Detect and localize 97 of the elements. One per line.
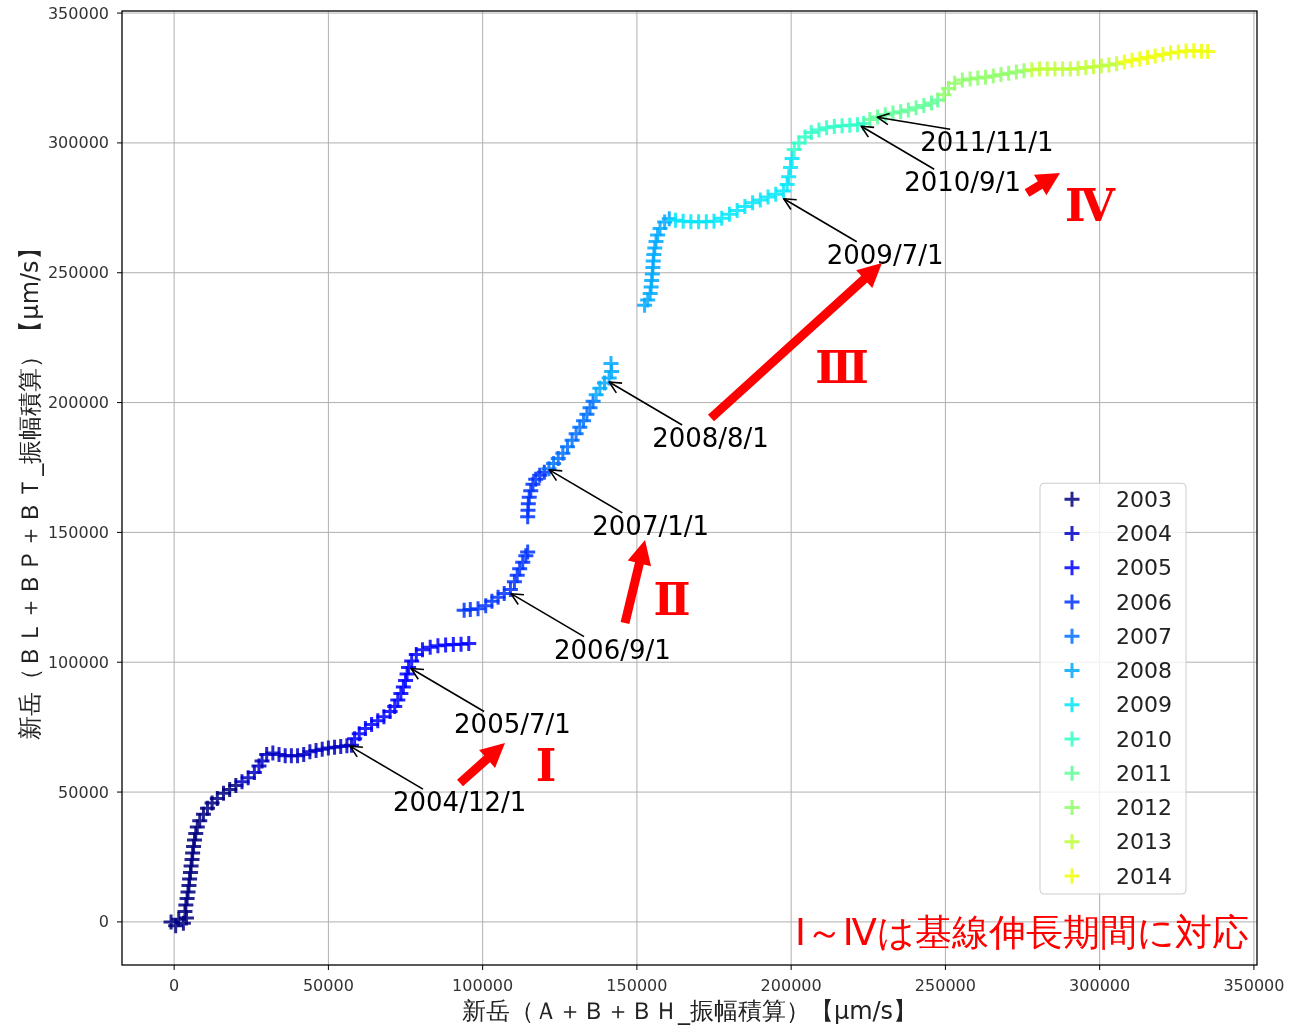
- annotation: 2009/7/1: [826, 239, 944, 270]
- point: [459, 634, 478, 653]
- point: [1115, 52, 1134, 71]
- point: [601, 354, 620, 373]
- point: [809, 120, 828, 139]
- y-tick-label: 200000: [47, 393, 109, 413]
- y-tick-label: 350000: [47, 3, 109, 23]
- point: [413, 640, 432, 659]
- x-tick-label: 100000: [452, 975, 514, 995]
- annotation: 2005/7/1: [454, 709, 571, 740]
- point: [751, 191, 770, 210]
- x-tick-label: 250000: [914, 975, 976, 995]
- y-tick-label: 0: [98, 912, 109, 932]
- point: [1161, 44, 1180, 63]
- point: [436, 636, 455, 655]
- legend-label: 2009: [1116, 692, 1172, 718]
- point: [712, 209, 731, 228]
- point: [530, 466, 549, 485]
- point: [381, 702, 400, 721]
- legend-label: 2010: [1116, 726, 1172, 752]
- point: [914, 96, 933, 115]
- point: [899, 100, 918, 119]
- point: [526, 470, 545, 489]
- point: [549, 449, 568, 468]
- point: [1138, 48, 1157, 67]
- point: [891, 102, 910, 121]
- point: [817, 118, 836, 137]
- legend-label: 2014: [1116, 863, 1172, 889]
- annotation: 2007/1/1: [592, 510, 710, 541]
- annotation: Ⅰ: [535, 739, 557, 791]
- point: [825, 117, 844, 136]
- legend-label: 2008: [1116, 658, 1172, 683]
- point: [666, 211, 685, 230]
- point: [991, 65, 1010, 84]
- point: [1099, 56, 1118, 75]
- legend-label: 2007: [1116, 623, 1172, 649]
- x-tick-label: 350000: [1223, 975, 1285, 995]
- point: [743, 193, 762, 212]
- x-tick-label: 50000: [302, 975, 354, 995]
- annotation: Ⅳ: [1065, 179, 1117, 231]
- point: [516, 546, 535, 565]
- y-tick-label: 300000: [47, 133, 109, 153]
- y-tick-label: 100000: [47, 652, 109, 672]
- point: [590, 379, 609, 398]
- point: [766, 185, 785, 204]
- x-tick-label: 300000: [1069, 975, 1131, 995]
- annotation: 2004/12/1: [392, 787, 527, 818]
- point: [1153, 45, 1172, 64]
- point: [1076, 58, 1095, 77]
- legend-label: 2004: [1116, 521, 1172, 546]
- point: [602, 362, 621, 381]
- point: [518, 542, 537, 561]
- legend-label: 2006: [1116, 589, 1172, 615]
- point: [778, 175, 797, 194]
- point: [461, 600, 480, 619]
- point: [523, 475, 542, 494]
- y-tick-label: 250000: [47, 263, 109, 283]
- x-tick-label: 150000: [606, 975, 668, 995]
- legend-label: 2013: [1116, 829, 1172, 855]
- point: [635, 296, 654, 315]
- point: [345, 729, 364, 748]
- legend-label: 2011: [1116, 760, 1172, 786]
- point: [779, 167, 798, 186]
- point: [999, 64, 1018, 83]
- point: [539, 459, 558, 478]
- annotation: 2011/11/1: [920, 127, 1054, 158]
- annotation: 2008/8/1: [652, 423, 769, 454]
- point: [1198, 42, 1217, 61]
- legend-label: 2005: [1116, 555, 1172, 581]
- x-tick-label: 200000: [760, 975, 822, 995]
- annotation: Ⅲ: [815, 341, 869, 393]
- point: [1169, 43, 1188, 62]
- point: [781, 158, 800, 177]
- point: [720, 205, 739, 224]
- y-tick-label: 50000: [58, 782, 109, 802]
- y-axis-title: 新岳（ＢＬ＋ＢＰ＋ＢＴ_振幅積算）【μm/s】: [16, 236, 44, 740]
- legend-label: 2003: [1116, 486, 1172, 512]
- point: [945, 74, 964, 93]
- point: [1130, 50, 1149, 69]
- point: [1184, 41, 1203, 60]
- annotation: Ⅱ: [653, 573, 691, 625]
- annotation: 2006/9/1: [554, 634, 671, 665]
- annotation: 2010/9/1: [904, 167, 1021, 198]
- point: [1007, 63, 1026, 82]
- point: [860, 110, 879, 129]
- point: [1022, 60, 1041, 79]
- x-tick-label: 0: [169, 975, 180, 995]
- point: [735, 197, 754, 216]
- point: [840, 116, 859, 135]
- point: [953, 71, 972, 90]
- y-tick-label: 150000: [47, 522, 109, 542]
- annotation: Ⅰ～Ⅳは基線伸長期間に対応: [794, 910, 1249, 954]
- point: [976, 68, 995, 87]
- x-axis-title: 新岳（Ａ＋Ｂ＋ＢＨ_振幅積算）【μm/s】: [461, 997, 918, 1025]
- legend-label: 2012: [1116, 795, 1172, 820]
- point: [203, 793, 222, 812]
- point: [501, 580, 520, 599]
